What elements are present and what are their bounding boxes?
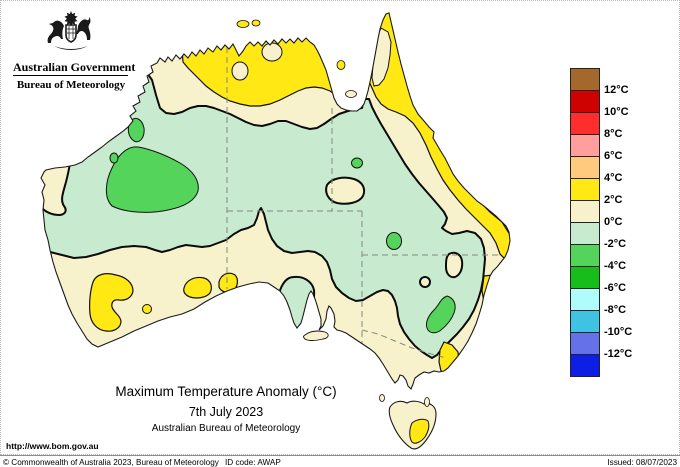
footer-bar: © Commonwealth of Australia 2023, Bureau… [0, 455, 680, 467]
blob-yellow-south-1 [183, 276, 212, 299]
state-borders [226, 47, 502, 367]
legend-cell [571, 289, 599, 311]
legend-label: 10°C [604, 106, 629, 118]
legend-label: -2°C [604, 238, 627, 250]
island-king [379, 394, 385, 402]
dot-green-nsw [386, 232, 402, 250]
legend-cell [571, 223, 599, 245]
blob-yellow-south-2 [218, 272, 239, 293]
map-title-block: Maximum Temperature Anomaly (°C) 7th Jul… [46, 384, 406, 434]
hole-cream-townsville [447, 139, 463, 157]
dot-green-qld [351, 157, 363, 169]
bom-url: http://www.bom.gov.au [6, 441, 99, 451]
island-groote [336, 60, 346, 70]
legend-cell [571, 179, 599, 201]
government-title: Australian Government [13, 60, 136, 74]
island-tiwi-1 [236, 20, 250, 28]
legend-label: -6°C [604, 282, 627, 294]
legend-cell [571, 333, 599, 355]
blob-green-pilbara [105, 146, 199, 213]
map-title: Maximum Temperature Anomaly (°C) [115, 384, 337, 399]
blob-yellow-sw-wa [89, 273, 134, 332]
legend-colorbar [570, 68, 600, 377]
blob-cream-nt-qld [325, 176, 366, 205]
dot-yellow-sw-wa [142, 304, 152, 314]
blob-cream-nsw-small [419, 276, 431, 288]
dot-orange-coast [461, 162, 469, 170]
island-flinders [424, 397, 430, 407]
dot-green-wa [109, 152, 119, 164]
region-interior-green [41, 65, 486, 359]
legend-label: -4°C [604, 260, 627, 272]
legend-cell [571, 311, 599, 333]
map-org: Australian Bureau of Meteorology [151, 423, 301, 434]
legend-label: 12°C [604, 84, 629, 96]
footer-id-code: ID code: AWAP [225, 458, 281, 467]
island-kangaroo [303, 330, 329, 341]
legend-cell [571, 157, 599, 179]
hole-cream-topend-1 [261, 42, 283, 62]
blob-cream-nsw [444, 251, 464, 279]
map-date: 7th July 2023 [188, 405, 264, 419]
legend-cell [571, 355, 599, 376]
hole-cream-topend-2 [231, 61, 249, 81]
legend-label: 0°C [604, 216, 623, 228]
legend-label: 2°C [604, 194, 623, 206]
footer-copyright: © Commonwealth of Australia 2023, Bureau… [3, 458, 219, 467]
blob-green-nsw [426, 295, 456, 334]
region-yellow-tasmania [409, 418, 430, 444]
footer-issued: Issued: 08/07/2023 [607, 458, 677, 467]
legend-label: 8°C [604, 128, 623, 140]
bureau-title: Bureau of Meteorology [16, 79, 126, 91]
legend-cell [571, 69, 599, 91]
legend-cell [571, 91, 599, 113]
island-mornington [345, 90, 357, 98]
legend-cell [571, 201, 599, 223]
region-eyre-green [275, 275, 316, 341]
legend-cell [571, 245, 599, 267]
legend-label: -10°C [604, 326, 633, 338]
legend-cell [571, 135, 599, 157]
legend-label: -8°C [604, 304, 627, 316]
legend-label: 4°C [604, 172, 623, 184]
blob-green-coastal [127, 117, 145, 143]
header-divider [13, 75, 128, 76]
legend-cell [571, 113, 599, 135]
legend-label: -12°C [604, 348, 633, 360]
legend-label: 6°C [604, 150, 623, 162]
legend-cell [571, 267, 599, 289]
coat-of-arms-icon [47, 11, 91, 50]
island-tiwi-2 [251, 19, 261, 27]
